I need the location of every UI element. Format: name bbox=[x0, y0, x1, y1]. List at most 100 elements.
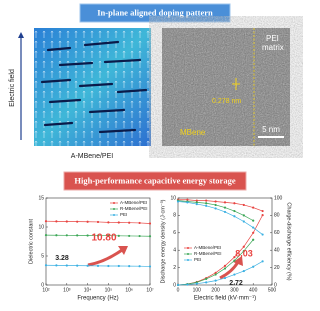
data-point bbox=[233, 202, 235, 204]
banner-title: High-performance capacitive energy stora… bbox=[74, 175, 235, 185]
y2-tick-label: 100 bbox=[274, 195, 283, 201]
tem-label: 0.278 nm bbox=[212, 98, 241, 105]
legend-marker bbox=[187, 259, 189, 261]
data-point bbox=[224, 267, 226, 269]
legend-marker bbox=[113, 202, 115, 204]
x-tick-label: 10⁶ bbox=[125, 287, 133, 293]
legend-label: PEI bbox=[194, 257, 201, 262]
annotation: 3.28 bbox=[55, 255, 69, 262]
figure: In-plane aligned doping pattern Electric… bbox=[0, 0, 309, 311]
data-point bbox=[118, 235, 120, 237]
y-tick-label: 15 bbox=[38, 195, 44, 201]
data-point bbox=[224, 265, 226, 267]
data-point bbox=[205, 205, 207, 207]
data-point bbox=[97, 221, 99, 223]
data-point bbox=[149, 222, 151, 224]
x-axis-label: Electric field (kV·mm⁻¹) bbox=[194, 296, 256, 302]
data-point bbox=[215, 280, 217, 282]
legend-marker bbox=[187, 253, 189, 255]
y2-tick-label: 80 bbox=[274, 213, 280, 219]
data-point bbox=[128, 265, 130, 267]
data-point bbox=[139, 265, 141, 267]
data-point bbox=[149, 235, 151, 237]
data-point bbox=[76, 234, 78, 236]
data-point bbox=[262, 214, 264, 216]
data-point bbox=[177, 284, 179, 286]
legend-label: A-MBene/PEI bbox=[120, 200, 147, 205]
y-tick-label: 6 bbox=[173, 230, 176, 236]
data-point bbox=[205, 202, 207, 204]
data-point bbox=[252, 220, 254, 222]
legend-marker bbox=[187, 247, 189, 249]
y2-tick-label: 0 bbox=[274, 282, 277, 288]
scale-label: 5 nm bbox=[262, 125, 280, 134]
series-line bbox=[178, 261, 263, 285]
data-point bbox=[97, 265, 99, 267]
data-point bbox=[66, 264, 68, 266]
data-point bbox=[233, 260, 235, 262]
y-tick-label: 0 bbox=[173, 282, 176, 288]
data-point bbox=[139, 222, 141, 224]
y2-tick-label: 20 bbox=[274, 265, 280, 271]
legend-label: R-MBene/PEI bbox=[120, 206, 148, 211]
data-point bbox=[243, 214, 245, 216]
y-axis-label: Dielectric constant bbox=[28, 219, 34, 264]
data-point bbox=[66, 234, 68, 236]
data-point bbox=[177, 200, 179, 202]
annotation: 8.03 bbox=[235, 248, 253, 258]
data-point bbox=[55, 220, 57, 222]
field-label: Electric field bbox=[9, 69, 16, 107]
data-point bbox=[233, 215, 235, 217]
y2-tick-label: 40 bbox=[274, 248, 280, 254]
x-tick-label: 200 bbox=[211, 287, 220, 293]
annotation: 10.80 bbox=[91, 233, 116, 244]
data-point bbox=[45, 264, 47, 266]
y-tick-label: 0 bbox=[41, 282, 44, 288]
data-point bbox=[262, 233, 264, 235]
data-point bbox=[118, 221, 120, 223]
legend-label: R-MBene/PEI bbox=[194, 251, 222, 256]
data-point bbox=[139, 235, 141, 237]
data-point bbox=[252, 266, 254, 268]
series-line bbox=[178, 201, 253, 221]
y-tick-label: 2 bbox=[173, 265, 176, 271]
data-point bbox=[233, 273, 235, 275]
data-point bbox=[107, 221, 109, 223]
x-tick-label: 10⁷ bbox=[146, 287, 154, 293]
y-tick-label: 5 bbox=[41, 253, 44, 259]
y-tick-label: 8 bbox=[173, 213, 176, 219]
legend-marker bbox=[113, 214, 115, 216]
data-point bbox=[252, 239, 254, 241]
data-point bbox=[262, 260, 264, 262]
banner-title: In-plane aligned doping pattern bbox=[97, 7, 213, 17]
field-arrowhead bbox=[18, 32, 24, 38]
y-tick-label: 10 bbox=[38, 224, 44, 230]
annotation-arrow bbox=[88, 250, 122, 265]
y2-tick-label: 60 bbox=[274, 230, 280, 236]
data-point bbox=[224, 277, 226, 279]
data-point bbox=[252, 206, 254, 208]
data-point bbox=[55, 264, 57, 266]
data-point bbox=[215, 204, 217, 206]
data-point bbox=[149, 265, 151, 267]
data-point bbox=[224, 206, 226, 208]
data-point bbox=[118, 265, 120, 267]
y-axis-label: Discharge energy density (J·cm⁻³) bbox=[160, 199, 166, 283]
x-tick-label: 0 bbox=[177, 287, 180, 293]
data-point bbox=[128, 222, 130, 224]
data-point bbox=[107, 265, 109, 267]
data-point bbox=[224, 211, 226, 213]
x-tick-label: 10⁵ bbox=[105, 287, 113, 293]
annotation: 2.72 bbox=[229, 280, 243, 287]
data-point bbox=[87, 221, 89, 223]
data-point bbox=[87, 234, 89, 236]
x-tick-label: 400 bbox=[249, 287, 258, 293]
data-point bbox=[196, 203, 198, 205]
data-point bbox=[233, 210, 235, 212]
y-tick-label: 10 bbox=[170, 195, 176, 201]
data-point bbox=[76, 221, 78, 223]
data-point bbox=[186, 201, 188, 203]
legend-label: A-MBene/PEI bbox=[194, 245, 221, 250]
x-tick-label: 10⁴ bbox=[84, 287, 92, 293]
x-axis-label: Frequency (Hz) bbox=[77, 296, 118, 302]
